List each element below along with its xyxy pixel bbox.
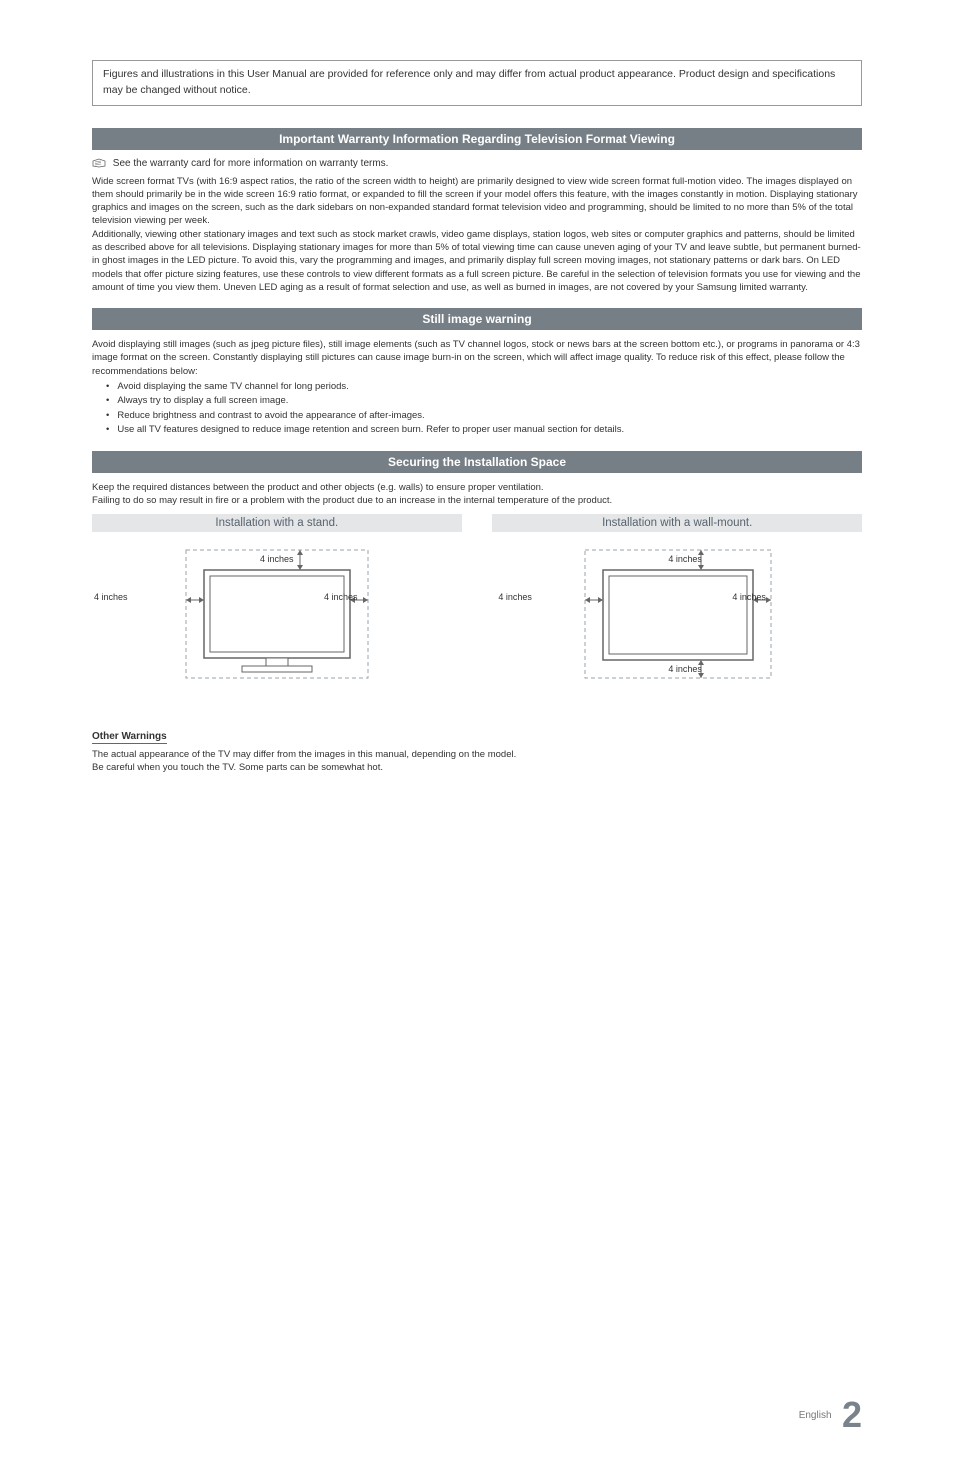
diagram-wall-wrap: 4 inches 4 inches 4 inches 4 inches [492,542,862,687]
diagram-row: Installation with a stand. [92,514,862,687]
section-still-image: Still image warning Avoid displaying sti… [92,308,862,437]
bullet-item: Reduce brightness and contrast to avoid … [106,409,862,423]
other-warnings-block: Other Warnings The actual appearance of … [92,701,862,775]
section-warranty: Important Warranty Information Regarding… [92,128,862,295]
still-image-bullets: Avoid displaying the same TV channel for… [92,380,862,437]
section-header-still: Still image warning [92,308,862,330]
warranty-body: Wide screen format TVs (with 16:9 aspect… [92,175,862,295]
dim-right: 4 inches [732,592,766,602]
diagram-wall: Installation with a wall-mount. [492,514,862,687]
section-installation: Securing the Installation Space Keep the… [92,451,862,687]
dim-left: 4 inches [94,592,128,602]
dim-right: 4 inches [324,592,358,602]
install-body: Keep the required distances between the … [92,481,862,508]
page-footer: English 2 [92,1394,862,1436]
still-image-body: Avoid displaying still images (such as j… [92,338,862,378]
bullet-item: Always try to display a full screen imag… [106,394,862,408]
note-icon [92,158,106,168]
diagram-stand-title: Installation with a stand. [92,514,462,532]
dim-bottom: 4 inches [668,664,702,674]
diagram-stand: Installation with a stand. [92,514,462,687]
dim-top: 4 inches [668,554,702,564]
dim-top: 4 inches [260,554,294,564]
bullet-item: Avoid displaying the same TV channel for… [106,380,862,394]
section-header-warranty: Important Warranty Information Regarding… [92,128,862,150]
footer-page: 2 [842,1394,862,1435]
dim-left: 4 inches [498,592,532,602]
notice-box: Figures and illustrations in this User M… [92,60,862,106]
other-warnings-body: The actual appearance of the TV may diff… [92,748,862,775]
diagram-stand-wrap: 4 inches 4 inches 4 inches [92,542,462,687]
bullet-item: Use all TV features designed to reduce i… [106,423,862,437]
section-header-install: Securing the Installation Space [92,451,862,473]
warranty-note-line: See the warranty card for more informati… [92,158,862,169]
diagram-wall-title: Installation with a wall-mount. [492,514,862,532]
other-warnings-title: Other Warnings [92,731,167,744]
footer-lang: English [799,1410,832,1421]
warranty-note-text: See the warranty card for more informati… [113,158,389,169]
